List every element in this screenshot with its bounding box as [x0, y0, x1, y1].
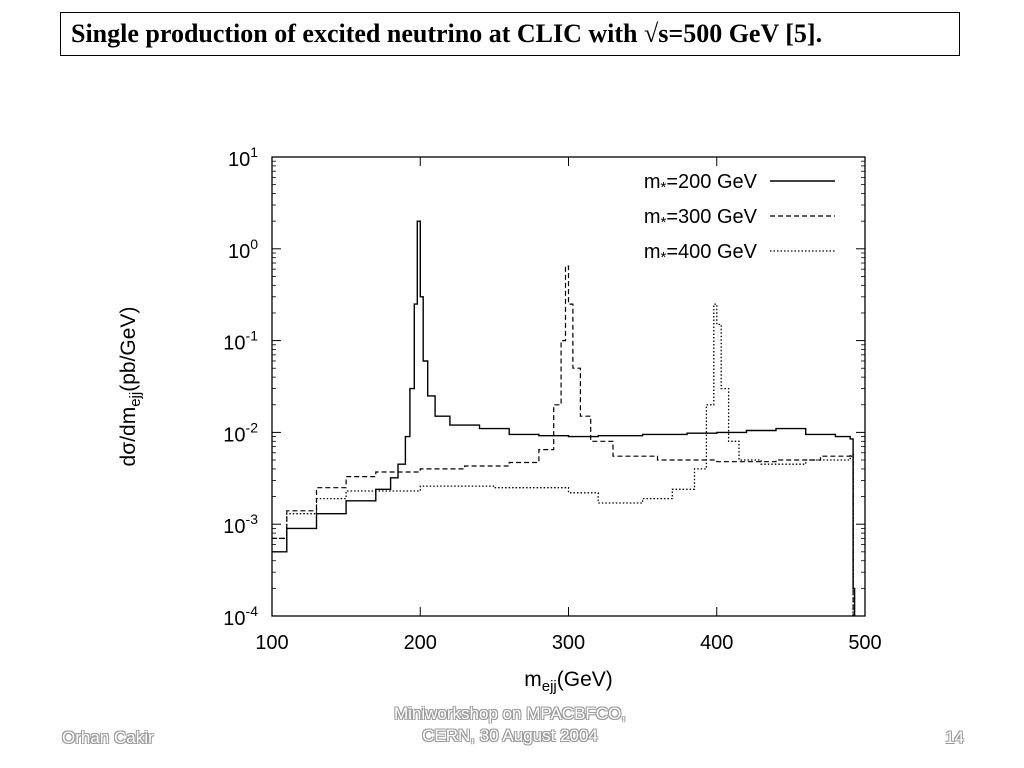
page-number: 14	[945, 728, 964, 747]
x-tick-label: 300	[552, 632, 585, 654]
y-tick-label: 10-3	[223, 511, 258, 538]
legend-label: m*=300 GeV	[644, 206, 758, 231]
y-tick-label: 10-2	[223, 419, 258, 446]
y-tick-label: 10-4	[223, 603, 258, 630]
footer-event-line1: Miniworkshop on MPACBFCO,	[393, 704, 627, 723]
series-line	[272, 265, 854, 616]
x-tick-label: 500	[848, 632, 881, 654]
slide-title: Single production of excited neutrino at…	[71, 19, 823, 48]
footer-event: Miniworkshop on MPACBFCO, CERN, 30 Augus…	[350, 703, 670, 747]
x-tick-label: 200	[404, 632, 437, 654]
series-line	[272, 220, 856, 616]
footer-author: Orhan Cakir	[62, 728, 154, 747]
legend-label: m*=400 GeV	[644, 241, 758, 266]
y-axis-label: dσ/dmejj(pb/GeV)	[117, 307, 144, 467]
plot-frame	[271, 156, 866, 617]
x-tick-label: 400	[700, 632, 733, 654]
slide-title-box: Single production of excited neutrino at…	[60, 12, 960, 56]
legend-label: m*=200 GeV	[644, 171, 758, 196]
x-tick-label: 100	[255, 632, 288, 654]
x-axis-label: mejj(GeV)	[524, 668, 613, 695]
y-tick-label: 10-1	[223, 328, 258, 355]
footer-event-line2: CERN, 30 August 2004	[422, 726, 598, 745]
y-tick-label: 101	[228, 144, 258, 171]
y-tick-label: 100	[228, 236, 258, 263]
series-line	[272, 303, 854, 616]
